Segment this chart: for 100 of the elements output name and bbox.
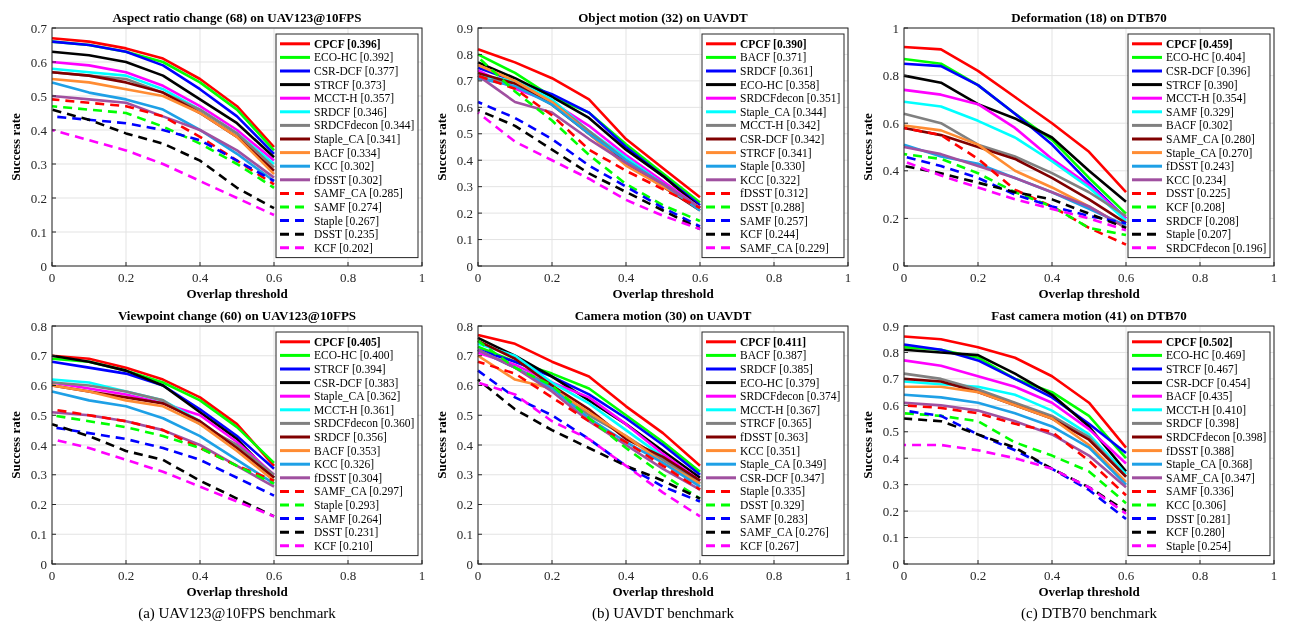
y-tick-label: 0.9: [882, 318, 899, 334]
legend-label: STRCF [0.365]: [740, 417, 812, 430]
y-tick-label: 0.2: [30, 497, 47, 513]
y-tick-label: 0.3: [456, 179, 473, 195]
y-axis-title: Success rate: [860, 411, 875, 479]
legend-label: ECO-HC [0.392]: [314, 51, 394, 64]
chart-title: Camera motion (30) on UAVDT: [574, 308, 752, 323]
text: (b) UAVDT benchmark: [592, 605, 735, 622]
legend-label: SRDCF [0.356]: [314, 431, 387, 444]
x-tick-label: 1: [1270, 568, 1278, 583]
x-tick-label: 0.2: [969, 568, 987, 583]
legend-label: KCF [0.280]: [1166, 526, 1225, 539]
x-tick-label: 0.4: [1043, 270, 1061, 285]
legend-label: SRDCFdecon [0.360]: [314, 417, 415, 430]
legend-label: Staple [0.254]: [1166, 539, 1232, 553]
y-tick-label: 0.4: [882, 450, 900, 466]
x-tick-label: 0.2: [117, 270, 135, 285]
legend-label: BACF [0.435]: [1166, 390, 1233, 403]
legend-label: KCC [0.306]: [1166, 499, 1227, 512]
legend-label: KCF [0.244]: [740, 228, 799, 241]
x-tick-label: 1: [844, 270, 852, 285]
x-tick-label: 0.6: [265, 270, 283, 285]
text: (a) UAV123@10FPS benchmark: [138, 605, 337, 622]
x-tick-label: 0.8: [1191, 270, 1209, 285]
x-tick-label: 0.6: [691, 568, 709, 583]
y-tick-label: 0.2: [882, 210, 899, 226]
y-tick-label: 0.5: [30, 407, 47, 423]
y-tick-label: 0.8: [456, 318, 473, 334]
legend-label: Staple [0.330]: [740, 160, 806, 174]
legend-label: KCC [0.326]: [314, 458, 375, 471]
y-tick-label: 0: [892, 258, 899, 274]
legend-label: MCCT-H [0.357]: [314, 92, 395, 105]
y-tick-label: 0.6: [882, 115, 900, 131]
y-tick-label: 0.6: [456, 378, 474, 394]
legend-label: SRDCF [0.346]: [314, 105, 387, 118]
x-tick-label: 1: [1270, 270, 1278, 285]
legend-label: fDSST [0.363]: [740, 431, 809, 444]
y-tick-label: 0.8: [456, 46, 473, 62]
x-tick-label: 1: [844, 568, 852, 583]
legend-label: SRDCFdecon [0.351]: [740, 92, 841, 105]
legend-label: Staple [0.207]: [1166, 228, 1232, 242]
legend-label: CSR-DCF [0.342]: [740, 133, 825, 146]
x-tick-label: 0.4: [617, 270, 635, 285]
x-tick-label: 0.2: [969, 270, 987, 285]
chart-title: Deformation (18) on DTB70: [1011, 10, 1167, 25]
y-tick-label: 0.6: [30, 378, 48, 394]
y-tick-label: 0.2: [30, 190, 47, 206]
legend-label: MCCT-H [0.354]: [1166, 92, 1247, 105]
y-tick-label: 0.4: [456, 152, 474, 168]
legend-label: KCC [0.351]: [740, 444, 801, 457]
legend-label: DSST [0.288]: [740, 201, 805, 214]
legend-label: fDSST [0.388]: [1166, 444, 1235, 457]
legend-label: Staple_CA [0.270]: [1166, 146, 1253, 160]
y-tick-label: 0.3: [456, 467, 473, 483]
legend-label: CPCF [0.459]: [1166, 37, 1233, 50]
x-tick-label: 0.8: [1191, 568, 1209, 583]
y-axis-title: Success rate: [434, 113, 449, 181]
legend-label: CSR-DCF [0.396]: [1166, 65, 1251, 78]
legend-label: ECO-HC [0.358]: [740, 78, 820, 91]
y-tick-label: 0.5: [456, 126, 473, 142]
legend-label: SAMF_CA [0.285]: [314, 187, 403, 200]
y-tick-label: 0.4: [456, 437, 474, 453]
x-tick-label: 1: [418, 568, 426, 583]
legend-label: BACF [0.387]: [740, 349, 807, 362]
y-tick-label: 0.2: [456, 497, 473, 513]
chart-title: Aspect ratio change (68) on UAV123@10FPS: [112, 10, 362, 25]
legend-label: SAMF [0.329]: [1166, 105, 1234, 118]
legend-label: KCF [0.210]: [314, 539, 373, 552]
y-tick-label: 0.7: [882, 371, 900, 387]
legend-label: Staple_CA [0.368]: [1166, 458, 1253, 472]
y-axis-title: Success rate: [434, 411, 449, 479]
legend-label: BACF [0.302]: [1166, 119, 1233, 132]
y-tick-label: 0.7: [456, 348, 474, 364]
y-axis-title: Success rate: [860, 113, 875, 181]
legend-label: ECO-HC [0.400]: [314, 349, 394, 362]
y-tick-label: 0: [892, 556, 899, 572]
x-tick-label: 0.6: [1117, 568, 1135, 583]
legend-label: SRDCF [0.398]: [1166, 417, 1239, 430]
x-tick-label: 0.4: [1043, 568, 1061, 583]
legend-label: ECO-HC [0.379]: [740, 376, 820, 389]
y-tick-label: 0.9: [456, 20, 473, 36]
legend-label: ECO-HC [0.404]: [1166, 51, 1246, 64]
y-tick-label: 1: [892, 20, 899, 36]
x-tick-label: 0.4: [617, 568, 635, 583]
legend-label: DSST [0.281]: [1166, 512, 1231, 525]
y-tick-label: 0.6: [456, 99, 474, 115]
legend-label: CPCF [0.411]: [740, 335, 807, 348]
x-tick-label: 0.6: [265, 568, 283, 583]
x-tick-label: 0.8: [765, 270, 783, 285]
legend-label: SAMF [0.274]: [314, 201, 382, 214]
legend-label: Staple [0.267]: [314, 214, 380, 228]
y-tick-label: 0.2: [456, 205, 473, 221]
legend-label: CPCF [0.390]: [740, 37, 807, 50]
legend-label: CSR-DCF [0.383]: [314, 376, 399, 389]
y-tick-label: 0.4: [30, 122, 48, 138]
legend-label: fDSST [0.304]: [314, 471, 383, 484]
legend-label: SAMF_CA [0.297]: [314, 485, 403, 498]
x-axis-title: Overlap threshold: [186, 286, 289, 301]
legend-label: BACF [0.334]: [314, 146, 381, 159]
legend-label: KCC [0.322]: [740, 173, 801, 186]
